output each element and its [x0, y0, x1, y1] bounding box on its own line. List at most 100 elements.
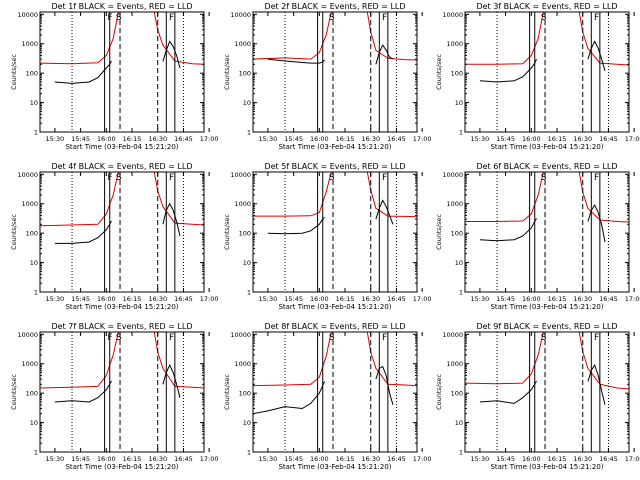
events-series-line — [162, 40, 181, 69]
y-tick-label: 10000 — [230, 171, 251, 179]
events-series-line — [479, 58, 537, 83]
x-tick-label: 16:45 — [387, 295, 406, 303]
events-series-line — [267, 216, 325, 235]
events-series-line — [253, 381, 325, 415]
plot-frame — [252, 171, 418, 293]
y-tick-label: 100 — [239, 230, 251, 238]
x-tick-label: 16:45 — [174, 135, 193, 143]
x-tick-label: 15:30 — [259, 135, 278, 143]
plot-frame — [464, 331, 630, 453]
event-marker-label: F — [107, 333, 112, 343]
plot-frame — [252, 331, 418, 453]
y-tick-label: 10 — [243, 419, 251, 427]
x-tick-label: 16:15 — [336, 135, 355, 143]
lld-series-line — [253, 332, 417, 387]
event-marker-label: F — [382, 333, 387, 343]
plot-data — [40, 172, 204, 244]
x-tick-label: 17:00 — [413, 295, 432, 303]
lld-series-line — [465, 332, 629, 390]
events-series-line — [162, 363, 181, 398]
y-axis-label: Counts/sec — [10, 214, 18, 250]
x-tick-label: 16:00 — [310, 135, 329, 143]
x-tick-label: 15:30 — [471, 455, 490, 463]
detector-panel-9: Det 9f BLACK = Events, RED = LLD S F 1 10 100… — [435, 322, 640, 471]
y-tick-label: 1000 — [234, 40, 251, 48]
panel-title: Det 3f BLACK = Events, RED = LLD — [476, 2, 617, 11]
event-marker-label: F — [169, 333, 174, 343]
event-marker-label: F — [382, 173, 387, 183]
events-series-line — [587, 204, 606, 243]
y-tick-label: 1 — [459, 449, 463, 457]
y-tick-label: 100 — [26, 390, 38, 398]
panel-title: Det 5f BLACK = Events, RED = LLD — [264, 162, 405, 171]
x-tick-label: 16:30 — [361, 295, 380, 303]
x-tick-label: 16:15 — [548, 295, 567, 303]
x-tick-label: 16:00 — [310, 455, 329, 463]
x-tick-label: 15:30 — [259, 295, 278, 303]
event-marker-label: F — [107, 13, 112, 23]
x-tick-label: 17:00 — [413, 455, 432, 463]
x-axis-label: Start Time (03-Feb-04 15:21:20) — [490, 303, 603, 311]
x-tick-label: 16:00 — [97, 455, 116, 463]
event-marker-label: F — [594, 333, 599, 343]
x-tick-label: 16:45 — [599, 455, 618, 463]
x-tick-label: 16:00 — [310, 295, 329, 303]
x-tick-label: 16:30 — [573, 135, 592, 143]
x-tick-label: 16:45 — [174, 295, 193, 303]
event-marker-label: F — [594, 13, 599, 23]
y-tick-label: 1000 — [446, 200, 463, 208]
plot-frame — [39, 171, 205, 293]
x-tick-label: 16:00 — [97, 295, 116, 303]
y-tick-label: 100 — [239, 70, 251, 78]
detector-panel-2: Det 2f BLACK = Events, RED = LLD S F 1 10 100… — [223, 2, 432, 151]
detector-panel-5: Det 5f BLACK = Events, RED = LLD S F 1 10 100… — [223, 162, 432, 311]
x-axis-label: Start Time (03-Feb-04 15:21:20) — [65, 303, 178, 311]
y-tick-label: 100 — [451, 230, 463, 238]
x-tick-label: 15:45 — [496, 295, 515, 303]
events-series-line — [375, 365, 394, 406]
y-tick-label: 1 — [247, 129, 251, 137]
x-tick-label: 15:30 — [46, 135, 65, 143]
plot-frame — [39, 331, 205, 453]
event-marker-label: S — [541, 333, 547, 343]
y-tick-label: 1000 — [21, 360, 38, 368]
y-tick-label: 1 — [34, 289, 38, 297]
y-tick-label: 100 — [451, 390, 463, 398]
events-series-line — [54, 380, 112, 403]
x-tick-label: 16:30 — [148, 455, 167, 463]
x-tick-label: 15:45 — [496, 455, 515, 463]
event-marker-label: S — [541, 173, 547, 183]
y-tick-label: 100 — [26, 230, 38, 238]
plot-data — [253, 12, 417, 65]
lld-series-line — [253, 12, 417, 61]
x-tick-label: 16:00 — [97, 135, 116, 143]
plot-frame — [252, 11, 418, 133]
x-tick-label: 15:30 — [471, 295, 490, 303]
x-tick-label: 15:45 — [496, 135, 515, 143]
panel-title: Det 7f BLACK = Events, RED = LLD — [51, 322, 192, 331]
y-tick-label: 10000 — [230, 331, 251, 339]
x-tick-label: 16:00 — [522, 455, 541, 463]
plot-data — [253, 332, 417, 415]
y-tick-label: 10 — [30, 259, 38, 267]
x-tick-label: 16:30 — [148, 295, 167, 303]
x-tick-label: 17:00 — [625, 455, 640, 463]
x-tick-label: 15:30 — [46, 295, 65, 303]
y-tick-label: 10000 — [442, 11, 463, 19]
x-tick-label: 17:00 — [200, 455, 219, 463]
x-tick-label: 16:15 — [336, 295, 355, 303]
plot-data — [465, 12, 629, 83]
x-tick-label: 15:45 — [71, 135, 90, 143]
lld-series-line — [253, 172, 417, 218]
event-marker-label: F — [169, 13, 174, 23]
event-marker-label: F — [594, 173, 599, 183]
y-tick-label: 10000 — [442, 331, 463, 339]
events-series-line — [267, 58, 325, 64]
x-tick-label: 15:45 — [284, 455, 303, 463]
plot-frame — [464, 11, 630, 133]
y-tick-label: 10000 — [17, 331, 38, 339]
event-marker-label: S — [329, 173, 335, 183]
x-tick-label: 16:30 — [573, 455, 592, 463]
